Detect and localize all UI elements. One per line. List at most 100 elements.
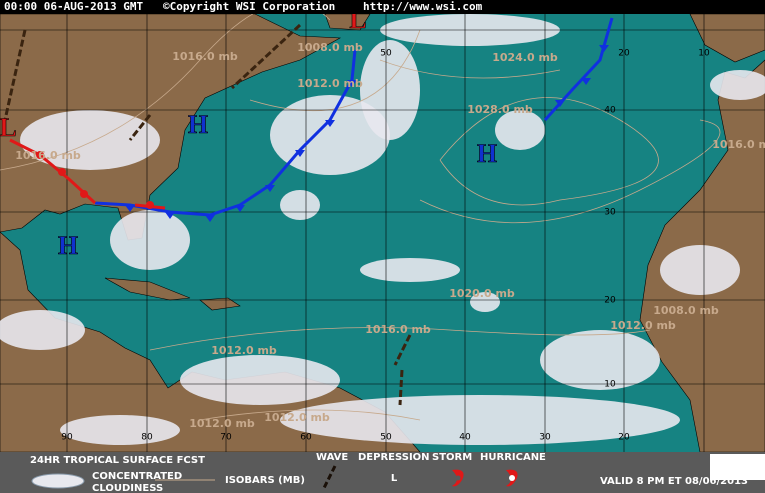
cloud — [660, 245, 740, 295]
header-bar — [0, 0, 765, 14]
isobar-label: 1012.0 mb — [610, 319, 676, 332]
wave-icon — [321, 465, 337, 491]
longitude-label: 70 — [220, 433, 232, 443]
header-text: ©Copyright WSI Corporation — [163, 0, 335, 13]
front-dot — [80, 190, 88, 198]
longitude-label: 20 — [618, 433, 630, 443]
cold-front — [543, 17, 614, 122]
front-triangle — [581, 78, 591, 85]
storm-eye — [509, 475, 515, 481]
pressure-center: L — [349, 5, 366, 34]
front-triangle — [347, 80, 357, 87]
front-triangle — [125, 205, 135, 212]
isobar — [419, 119, 721, 224]
storm-eye — [455, 475, 461, 481]
isobar — [249, 29, 421, 112]
front-dot — [58, 168, 66, 176]
longitude-label: 50 — [380, 433, 392, 443]
landmass — [0, 14, 342, 241]
longitude-label: 80 — [141, 433, 153, 443]
pressure-center: L — [0, 113, 17, 142]
legend-text: CONCENTRATED — [92, 471, 182, 482]
tropical-wave — [128, 114, 152, 141]
header-text: 00:00 06-AUG-2013 GMT — [4, 0, 143, 13]
isobar-label: 1012.0 mb — [297, 77, 363, 90]
isobar — [149, 327, 651, 351]
front-triangle — [235, 205, 245, 212]
front-triangle — [205, 215, 215, 222]
legend-bar — [0, 452, 765, 493]
isobar-label: 1012.0 mb — [189, 417, 255, 430]
tropical-wave — [393, 334, 412, 366]
landmass — [199, 297, 241, 311]
isobar-label: 1012.0 mb — [264, 411, 330, 424]
legend-text: WAVE — [316, 452, 348, 463]
legend-text: HURRICANE — [480, 452, 546, 463]
front-triangle — [165, 212, 175, 219]
legend-text: 24HR TROPICAL SURFACE FCST — [30, 455, 205, 466]
isobar-label: 1012.0 mb — [211, 344, 277, 357]
longitude-label: 30 — [539, 433, 551, 443]
tropical-wave — [230, 23, 302, 90]
front-triangle — [265, 185, 275, 192]
isobar-label: 1008.0 mb — [297, 41, 363, 54]
isobar-label: 1016.0 mb — [365, 323, 431, 336]
isobar — [439, 97, 659, 206]
header-text: http://www.wsi.com — [363, 0, 483, 13]
latitude-label: 20 — [604, 296, 616, 306]
pressure-center: H — [477, 139, 497, 168]
cloud — [280, 395, 680, 445]
legend-text: WSI — [726, 462, 748, 473]
front-triangle — [555, 100, 565, 107]
longitude-label: 40 — [459, 433, 471, 443]
isobar-label: 1008.0 mb — [653, 304, 719, 317]
latitude-label: 40 — [604, 106, 616, 116]
legend-text: L — [391, 473, 398, 484]
cloud — [180, 355, 340, 405]
tropical-wave — [3, 29, 27, 121]
cloud — [360, 258, 460, 282]
isobar-label: 1016.0 mb — [712, 138, 765, 151]
cloud — [470, 292, 500, 312]
isobar — [199, 409, 421, 421]
cloud — [0, 310, 85, 350]
legend-text: CLOUDINESS — [92, 483, 163, 493]
front-dot — [36, 151, 44, 159]
landmass — [104, 277, 191, 301]
front-triangle — [295, 150, 305, 157]
isobar-label: 1028.0 mb — [467, 103, 533, 116]
cloud-icon — [31, 473, 85, 489]
pressure-center: H — [58, 231, 78, 260]
legend-text: ISOBARS (MB) — [225, 475, 305, 486]
cloud — [540, 330, 660, 390]
isobar-label: 1024.0 mb — [492, 51, 558, 64]
logo-box — [710, 454, 765, 480]
cloud — [60, 415, 180, 445]
legend-text: STORM — [432, 452, 472, 463]
tropical-wave — [398, 369, 404, 406]
longitude-label: 90 — [61, 433, 73, 443]
cloud — [360, 40, 420, 140]
front-triangle — [599, 45, 609, 52]
latitude-label: 10 — [604, 380, 616, 390]
cloud — [20, 110, 160, 170]
isobar — [0, 14, 331, 171]
cloud — [710, 70, 765, 100]
front-dot — [146, 201, 154, 209]
longitude-label: 60 — [300, 433, 312, 443]
isobar-label: 1016.0 mb — [15, 149, 81, 162]
isobar-label: 1016.0 mb — [172, 50, 238, 63]
pressure-center: H — [188, 110, 208, 139]
map-area: 1016.0 mb 1008.0 mb 1012.0 mb 1024.0 mb 1028… — [0, 5, 765, 452]
cloud — [280, 190, 320, 220]
cloud — [110, 210, 190, 270]
longitude-label: 10 — [698, 49, 710, 59]
latitude-label: 30 — [604, 208, 616, 218]
longitude-label: 50 — [380, 49, 392, 59]
legend-text: VALID 8 PM ET 08/06/2013 — [600, 476, 748, 487]
cloud — [495, 110, 545, 150]
longitude-label: 20 — [618, 49, 630, 59]
isobar-label: 1020.0 mb — [449, 287, 515, 300]
